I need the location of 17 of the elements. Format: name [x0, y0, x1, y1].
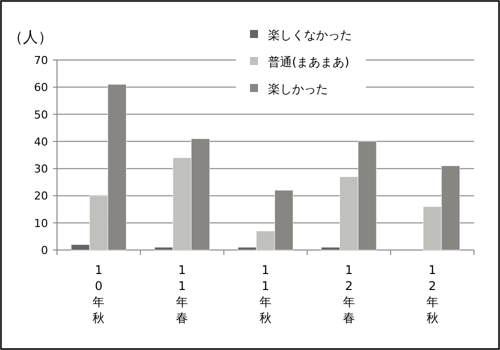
- y-tick-label: 60: [34, 81, 48, 94]
- legend-label: 楽しかった: [268, 82, 328, 96]
- y-tick-label: 20: [34, 190, 48, 203]
- y-tick-label: 50: [34, 108, 48, 122]
- x-tick-label: 11年秋: [260, 263, 272, 325]
- x-tick-label: 11年春: [176, 263, 188, 325]
- x-tick-label: 10年秋: [92, 263, 105, 325]
- y-tick-label: 10: [34, 216, 48, 230]
- y-tick-label: 40: [34, 135, 48, 148]
- legend-label: 楽しくなかった: [268, 28, 352, 42]
- legend-label: 普通(まあまあ): [268, 55, 350, 69]
- y-tick-label: 0: [41, 244, 48, 257]
- x-tick-label: 12年秋: [426, 263, 438, 325]
- x-tick-label: 12年春: [342, 263, 355, 325]
- y-axis-title: （人）: [8, 28, 53, 46]
- y-tick-label: 30: [34, 162, 48, 176]
- y-tick-label: 70: [34, 54, 48, 67]
